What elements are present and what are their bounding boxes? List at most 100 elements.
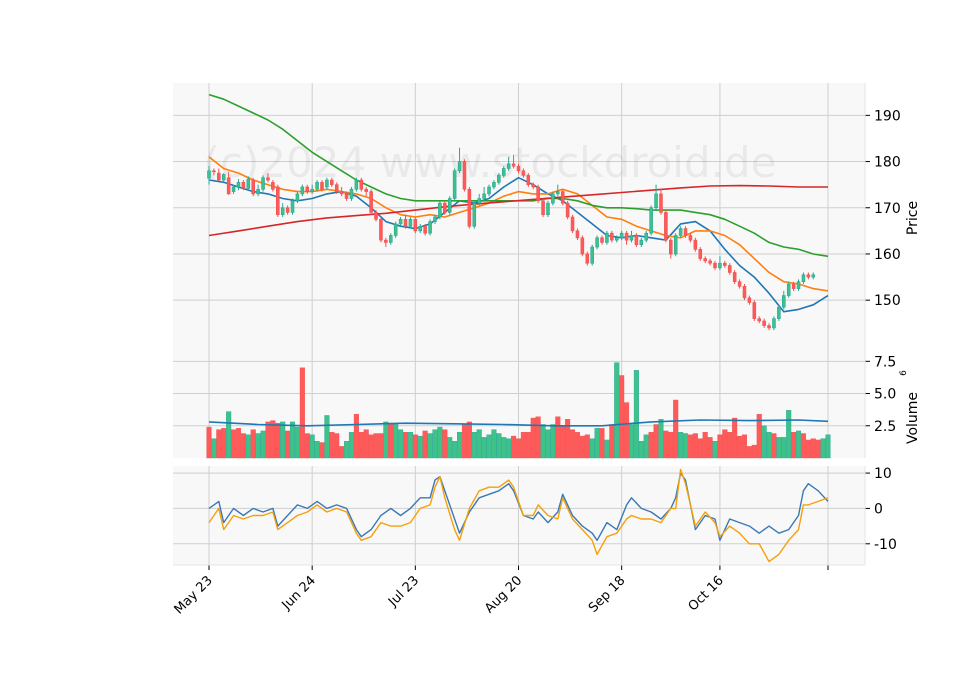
candle-body — [624, 232, 629, 241]
volume-bar — [270, 420, 276, 459]
candle-body — [639, 239, 644, 246]
volume-bar — [511, 435, 517, 459]
volume-bar — [388, 422, 394, 459]
candle-body — [664, 212, 668, 241]
candle-body — [791, 283, 796, 289]
candle-body — [732, 272, 737, 282]
volume-bar — [678, 432, 684, 459]
candle-body — [403, 219, 408, 227]
volume-bar — [825, 434, 831, 459]
candle-body — [271, 182, 275, 190]
candle-body — [374, 212, 378, 220]
x-tick-label: Jun 24 — [279, 573, 319, 613]
candle-body — [221, 174, 226, 181]
volume-bar — [329, 432, 335, 459]
candle-body — [580, 237, 585, 255]
moving-average-red — [208, 184, 828, 237]
candle-body — [501, 168, 506, 176]
candle-body — [207, 170, 211, 179]
price-y-tick-label: 170 — [874, 201, 901, 217]
volume-bar — [289, 421, 296, 459]
candle-body — [472, 202, 477, 227]
volume-bar — [319, 442, 325, 459]
volume-bar — [800, 433, 806, 459]
volume-bar — [815, 439, 821, 459]
volume-bar — [275, 422, 281, 459]
candle-body — [315, 182, 319, 190]
candle-body — [693, 239, 698, 250]
volume-bar — [560, 425, 566, 459]
volume-bar — [309, 434, 315, 459]
candle-body — [796, 281, 801, 289]
volume-bar — [648, 432, 654, 459]
volume-bar — [682, 433, 689, 459]
oscillator-layer — [208, 468, 829, 563]
volume-bar — [737, 435, 743, 459]
candle-body — [634, 235, 639, 246]
candle-body — [698, 249, 703, 259]
volume-bar — [805, 439, 811, 459]
volume-bar — [486, 434, 492, 459]
candle-body — [511, 163, 516, 167]
candle-body — [423, 225, 427, 234]
candle-body — [600, 237, 604, 243]
volume-bar — [452, 441, 458, 459]
volume-bar — [535, 416, 541, 459]
candle-body — [492, 182, 496, 188]
volume-bar — [491, 429, 497, 459]
volume-bar — [658, 419, 664, 459]
candle-body — [334, 184, 339, 192]
volume-bar — [442, 429, 448, 459]
volume-bar — [206, 426, 212, 459]
volume-bar — [457, 432, 463, 459]
candle-body — [398, 219, 403, 225]
volume-bar — [663, 430, 669, 459]
volume-bar — [574, 432, 580, 459]
price-y-tick-label: 180 — [874, 155, 901, 171]
candle-body — [276, 186, 280, 215]
volume-bar — [373, 433, 379, 459]
volume-bar — [741, 434, 748, 459]
volume-bar — [437, 426, 443, 459]
price-layer — [207, 93, 829, 331]
candle-body — [285, 207, 290, 213]
oscillator-y-tick-label: -10 — [874, 537, 897, 553]
candle-body — [654, 193, 658, 209]
volume-bar — [702, 432, 708, 459]
volume-bar — [643, 434, 649, 459]
volume-bar — [776, 437, 782, 459]
volume-bar — [427, 433, 433, 459]
volume-bar — [584, 434, 590, 459]
candle-body — [349, 188, 354, 199]
volume-bar — [368, 434, 374, 459]
candle-body — [344, 193, 349, 199]
volume-bar — [628, 424, 635, 459]
watermark: (c)2024 www.stockdroid.de — [204, 138, 777, 187]
volume-bar — [363, 429, 369, 459]
volume-axis-exponent: 6 — [899, 370, 909, 376]
volume-bar — [285, 430, 291, 459]
volume-bar — [353, 413, 359, 459]
candle-body — [433, 216, 437, 222]
candle-body — [256, 188, 260, 195]
volume-bar — [245, 434, 251, 459]
volume-bar — [314, 441, 320, 459]
candle-body — [447, 198, 452, 213]
candle-body — [610, 232, 614, 241]
volume-bar — [722, 429, 728, 459]
volume-bar — [668, 432, 674, 459]
x-tick-label: Aug 20 — [482, 573, 525, 616]
volume-bar — [781, 437, 787, 459]
candle-body — [428, 221, 432, 234]
candle-body — [477, 198, 481, 204]
volume-bar — [250, 429, 256, 459]
volume-bar — [235, 428, 242, 459]
candle-body — [718, 262, 722, 269]
candle-body — [752, 302, 757, 319]
candle-body — [497, 175, 501, 183]
volume-bar — [687, 434, 693, 459]
candle-body — [782, 295, 786, 308]
candle-body — [320, 182, 324, 190]
